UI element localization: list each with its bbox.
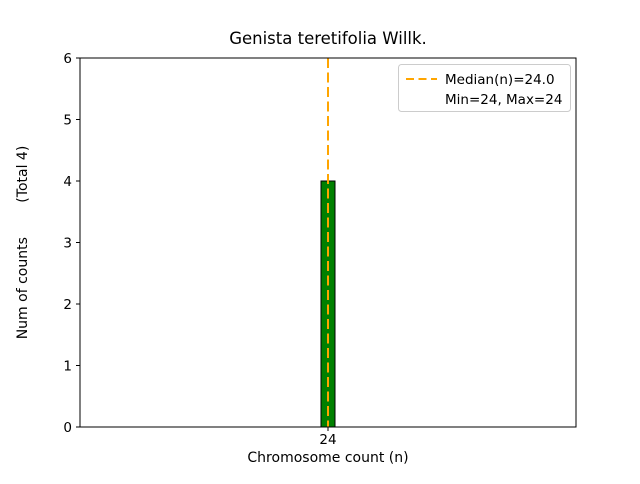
legend-box <box>398 64 571 112</box>
y-tick-label: 5 <box>63 112 72 128</box>
legend-entry-minmax: Min=24, Max=24 <box>445 92 562 108</box>
y-tick-label: 2 <box>63 297 72 313</box>
y-tick-label: 4 <box>63 174 72 190</box>
x-tick-label: 24 <box>319 432 336 448</box>
y-axis-label-text: Num of counts <box>15 237 31 339</box>
y-axis-total-label: (Total 4) <box>15 146 31 203</box>
y-tick-label: 0 <box>63 420 72 436</box>
y-tick-label: 3 <box>63 235 72 251</box>
x-axis-label: Chromosome count (n) <box>247 450 408 466</box>
y-axis-ticks: 0 1 2 3 4 5 6 <box>63 51 80 436</box>
x-axis-ticks: 24 <box>319 427 337 448</box>
y-tick-label: 6 <box>63 51 72 67</box>
chart-title: Genista teretifolia Willk. <box>229 29 427 48</box>
plot-border <box>79 57 577 428</box>
y-axis-label: Num of counts (Total 4) <box>15 146 31 340</box>
legend: Median(n)=24.0 Min=24, Max=24 <box>398 64 571 112</box>
legend-entry-median: Median(n)=24.0 <box>445 72 555 88</box>
y-tick-label: 1 <box>63 358 72 374</box>
